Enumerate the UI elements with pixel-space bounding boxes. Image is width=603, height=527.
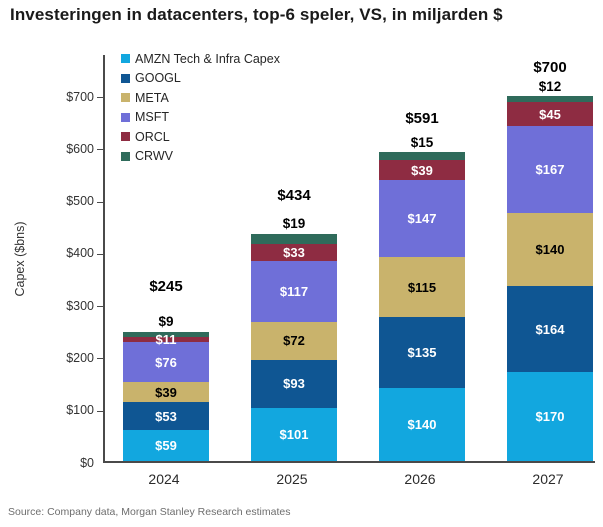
- y-axis-title: Capex ($bns): [13, 221, 27, 297]
- bar-segment-orcl-2024: $11: [123, 333, 209, 346]
- segment-value-label: $115: [407, 279, 437, 295]
- bar-segment-amzn-2024: $59: [123, 430, 209, 461]
- bar-column-2024: $59 $53 $39 $76 $11 $9 $245: [123, 279, 209, 461]
- bar-segment-crwv-2026: [379, 152, 465, 160]
- segment-value-label: $53: [155, 408, 177, 424]
- y-tick-mark-200: [97, 358, 103, 360]
- legend-swatch-icon: [121, 132, 130, 142]
- bar-segment-googl-2027: $164: [507, 286, 593, 373]
- bar-segment-msft-2024: $76: [123, 342, 209, 383]
- y-tick-mark-600: [97, 149, 103, 151]
- segment-value-label: $164: [535, 321, 565, 337]
- legend-item-crwv: CRWV: [121, 147, 280, 167]
- bar-column-2026: $140 $135 $115 $147 $39 $15 $591: [379, 111, 465, 461]
- bar-segment-orcl-2027: $45: [507, 102, 593, 126]
- bar-segment-orcl-2025: $33: [251, 243, 337, 261]
- segment-value-label: $39: [155, 384, 177, 400]
- bar-segment-crwv-2025: [251, 233, 337, 244]
- y-tick-label-700: $700: [66, 89, 94, 104]
- above-bar-label-2024: $9: [158, 314, 174, 330]
- y-tick-label-100: $100: [66, 403, 94, 418]
- above-bar-label-2025: $19: [282, 216, 306, 232]
- bar-segment-crwv-2027: [507, 96, 593, 103]
- segment-value-label: $93: [283, 376, 305, 392]
- y-tick-mark-300: [97, 306, 103, 308]
- segment-value-label: $101: [279, 427, 309, 443]
- bar-segment-meta-2025: $72: [251, 321, 337, 360]
- y-tick-label-200: $200: [66, 350, 94, 365]
- bar-segment-googl-2024: $53: [123, 402, 209, 431]
- bar-segment-amzn-2025: $101: [251, 408, 337, 461]
- chart-title: Investeringen in datacenters, top-6 spel…: [10, 5, 503, 24]
- legend-swatch-icon: [121, 73, 130, 83]
- bar-segment-meta-2027: $140: [507, 213, 593, 287]
- segment-value-label: $39: [411, 162, 433, 178]
- legend-label: CRWV: [135, 149, 173, 164]
- y-tick-mark-500: [97, 201, 103, 203]
- legend-swatch-icon: [121, 151, 130, 161]
- total-label-2026: $591: [405, 110, 439, 127]
- legend-item-googl: GOOGL: [121, 69, 280, 89]
- segment-value-label: $167: [535, 162, 565, 178]
- bar-segment-meta-2024: $39: [123, 382, 209, 403]
- bar-segment-msft-2026: $147: [379, 180, 465, 258]
- source-note: Source: Company data, Morgan Stanley Res…: [8, 506, 291, 518]
- y-tick-label-300: $300: [66, 298, 94, 313]
- x-tick-label-2027: 2027: [532, 471, 564, 487]
- y-tick-mark-400: [97, 253, 103, 255]
- legend-label: ORCL: [135, 129, 170, 144]
- bar-segment-meta-2026: $115: [379, 257, 465, 318]
- legend-item-amzn: AMZN Tech & Infra Capex: [121, 49, 280, 69]
- legend-label: META: [135, 90, 169, 105]
- legend-swatch-icon: [121, 93, 130, 103]
- total-label-2024: $245: [149, 277, 183, 295]
- segment-value-label: $147: [407, 211, 437, 227]
- legend: AMZN Tech & Infra Capex GOOGL META MSFT ORCL…: [121, 49, 280, 166]
- bar-segment-googl-2026: $135: [379, 317, 465, 388]
- legend-label: GOOGL: [135, 71, 181, 86]
- x-tick-label-2025: 2025: [276, 471, 308, 487]
- legend-item-meta: META: [121, 88, 280, 108]
- bar-column-2027: $170 $164 $140 $167 $45 $12 $700: [507, 60, 593, 461]
- legend-label: MSFT: [135, 110, 170, 125]
- segment-value-label: $45: [539, 106, 561, 122]
- total-label-2025: $434: [277, 186, 311, 204]
- segment-value-label: $117: [279, 283, 309, 299]
- bar-segment-orcl-2026: $39: [379, 159, 465, 181]
- legend-item-msft: MSFT: [121, 108, 280, 128]
- bar-column-2025: $101 $93 $72 $117 $33 $19 $434: [251, 188, 337, 461]
- legend-swatch-icon: [121, 54, 130, 64]
- y-tick-mark-700: [97, 97, 103, 98]
- segment-value-label: $170: [535, 409, 565, 425]
- y-tick-label-500: $500: [66, 194, 94, 209]
- segment-value-label: $11: [155, 331, 177, 347]
- plot-area: $59 $53 $39 $76 $11 $9 $245 $101 $93 $72 $117 $33 $1…: [103, 55, 595, 463]
- x-tick-label-2024: 2024: [148, 471, 180, 487]
- y-tick-mark-100: [97, 410, 103, 412]
- total-label-2027: $700: [533, 59, 567, 77]
- x-tick-label-2026: 2026: [404, 471, 436, 487]
- segment-value-label: $135: [407, 345, 437, 361]
- segment-value-label: $72: [283, 333, 305, 349]
- segment-value-label: $140: [535, 242, 565, 258]
- above-bar-label-2027: $12: [538, 78, 562, 94]
- legend-item-orcl: ORCL: [121, 127, 280, 147]
- bar-segment-msft-2027: $167: [507, 125, 593, 214]
- y-tick-label-600: $600: [66, 141, 94, 156]
- above-bar-label-2026: $15: [410, 134, 434, 150]
- bar-segment-amzn-2027: $170: [507, 372, 593, 461]
- y-tick-label-400: $400: [66, 246, 94, 261]
- segment-value-label: $33: [283, 244, 305, 260]
- bar-segment-googl-2025: $93: [251, 359, 337, 409]
- segment-value-label: $59: [155, 438, 177, 454]
- bar-segment-amzn-2026: $140: [379, 387, 465, 461]
- bar-segment-msft-2025: $117: [251, 260, 337, 322]
- segment-value-label: $140: [407, 416, 437, 432]
- segment-value-label: $76: [155, 354, 177, 370]
- y-tick-label-0: $0: [80, 455, 94, 470]
- legend-label: AMZN Tech & Infra Capex: [135, 51, 280, 66]
- bar-segment-crwv-2024: [123, 331, 209, 337]
- legend-swatch-icon: [121, 112, 130, 122]
